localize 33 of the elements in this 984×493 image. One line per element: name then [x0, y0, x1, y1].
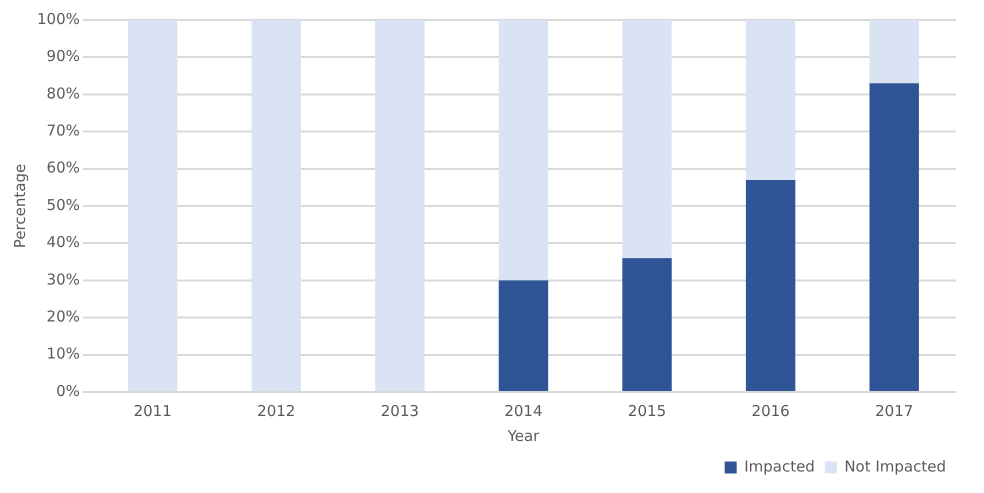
bar: [869, 83, 919, 391]
x-tick-label: 2013: [380, 402, 419, 420]
y-axis-title: Percentage: [10, 164, 29, 248]
x-tick-label: 2015: [628, 402, 666, 420]
y-tick-label: 40%: [46, 233, 80, 252]
bar: [498, 20, 548, 280]
x-tick-label: 2016: [752, 402, 790, 420]
y-tick-label: 10%: [46, 344, 80, 363]
bar: [869, 20, 919, 84]
y-tick-label: 30%: [46, 270, 80, 288]
bar: [746, 180, 796, 391]
x-tick-label: 2012: [257, 402, 296, 420]
y-tick-label: 70%: [46, 121, 80, 140]
bar: [128, 20, 178, 391]
bar: [746, 20, 796, 180]
y-tick-label: 80%: [46, 84, 80, 102]
bar: [622, 20, 672, 258]
y-tick-label: 20%: [46, 307, 80, 326]
x-tick-label: 2014: [504, 402, 543, 420]
bar: [498, 280, 548, 391]
legend-label: Not Impacted: [844, 457, 946, 476]
y-tick-label: 60%: [46, 158, 80, 177]
bar: [252, 20, 301, 391]
x-axis-title: Year: [506, 426, 540, 445]
x-tick-label: 2011: [134, 402, 172, 420]
legend-label: Impacted: [744, 457, 815, 476]
y-tick-label: 100%: [36, 10, 80, 28]
y-tick-label: 90%: [46, 47, 80, 66]
bar: [375, 20, 425, 391]
y-tick-label: 50%: [46, 196, 80, 214]
bar: [622, 258, 672, 391]
y-tick-label: 0%: [56, 382, 80, 400]
x-tick-label: 2017: [875, 402, 914, 420]
